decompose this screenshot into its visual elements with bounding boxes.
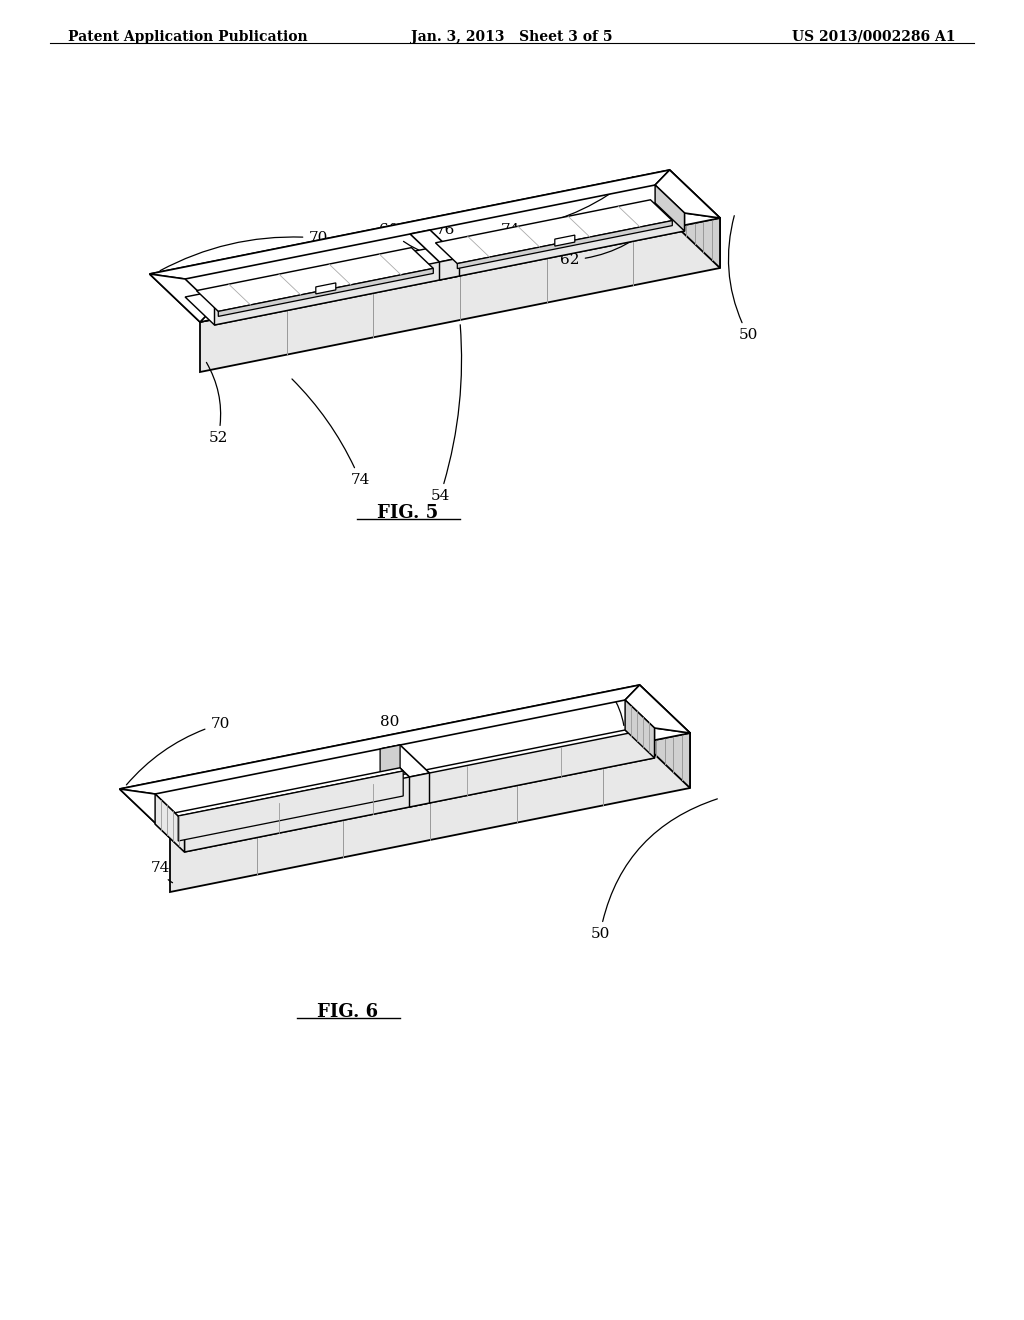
Polygon shape	[670, 170, 720, 268]
Polygon shape	[380, 744, 400, 779]
Polygon shape	[184, 729, 654, 851]
Polygon shape	[170, 729, 690, 837]
Polygon shape	[178, 771, 403, 841]
Text: Jan. 3, 2013   Sheet 3 of 5: Jan. 3, 2013 Sheet 3 of 5	[412, 30, 612, 44]
Polygon shape	[150, 170, 670, 279]
Text: 52: 52	[207, 363, 227, 445]
Text: 74: 74	[151, 861, 172, 883]
Polygon shape	[155, 730, 654, 851]
Polygon shape	[555, 235, 574, 246]
Polygon shape	[185, 203, 684, 325]
Polygon shape	[200, 213, 720, 322]
Text: 70: 70	[160, 231, 328, 271]
Polygon shape	[197, 248, 433, 312]
Text: 54: 54	[430, 325, 462, 503]
Polygon shape	[150, 275, 214, 322]
Polygon shape	[439, 257, 460, 280]
Polygon shape	[200, 218, 720, 372]
Text: FIG. 6: FIG. 6	[317, 1003, 379, 1020]
Polygon shape	[120, 685, 640, 795]
Text: 50: 50	[728, 215, 758, 342]
Polygon shape	[655, 170, 720, 218]
Polygon shape	[655, 185, 684, 231]
Polygon shape	[214, 213, 684, 325]
Polygon shape	[410, 774, 429, 807]
Polygon shape	[175, 768, 403, 816]
Polygon shape	[120, 685, 690, 837]
Polygon shape	[170, 733, 690, 892]
Text: US 2013/0002286 A1: US 2013/0002286 A1	[793, 30, 956, 44]
Text: 50: 50	[590, 799, 718, 941]
Text: Patent Application Publication: Patent Application Publication	[68, 30, 307, 44]
Polygon shape	[410, 230, 460, 261]
Text: FIG. 5: FIG. 5	[378, 504, 438, 521]
Text: 74: 74	[292, 379, 370, 487]
Text: 70: 70	[126, 717, 229, 785]
Polygon shape	[640, 685, 690, 788]
Text: 74: 74	[501, 177, 633, 238]
Polygon shape	[625, 700, 654, 758]
Polygon shape	[218, 268, 433, 317]
Text: 62: 62	[560, 218, 660, 267]
Text: 60: 60	[379, 223, 432, 256]
Polygon shape	[458, 220, 673, 268]
Polygon shape	[315, 282, 336, 294]
Text: 76: 76	[435, 223, 463, 251]
Polygon shape	[155, 795, 184, 851]
Text: 80: 80	[380, 715, 399, 763]
Polygon shape	[150, 170, 720, 322]
Text: 74: 74	[611, 694, 635, 744]
Polygon shape	[120, 789, 184, 837]
Polygon shape	[435, 199, 673, 264]
Polygon shape	[380, 744, 429, 777]
Polygon shape	[625, 685, 690, 733]
